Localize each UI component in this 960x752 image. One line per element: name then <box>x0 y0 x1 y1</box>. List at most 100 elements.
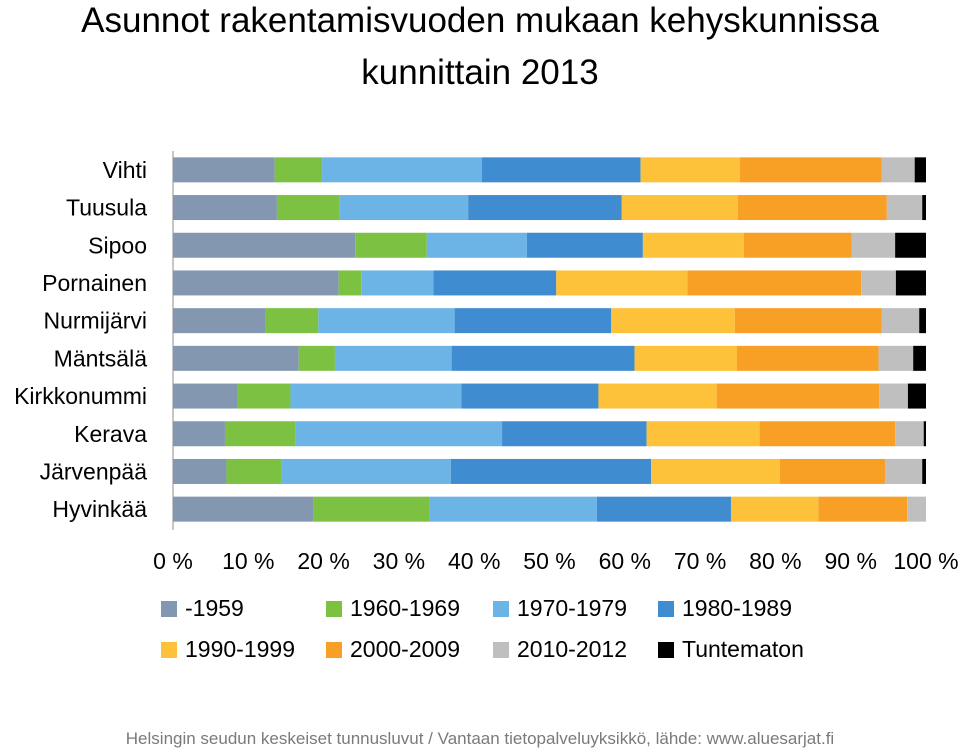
category-label: Pornainen <box>42 270 147 296</box>
legend-swatch <box>493 641 509 658</box>
bar-segment <box>895 270 926 296</box>
bar-segment <box>173 496 314 522</box>
legend-label: 1990-1999 <box>185 636 295 662</box>
x-tick-label: 90 % <box>824 548 876 574</box>
bar-segment <box>318 308 455 334</box>
x-tick-label: 10 % <box>222 548 274 574</box>
bar-segment <box>265 308 319 334</box>
bar-segment <box>173 421 225 447</box>
bar-segment <box>851 232 896 258</box>
bar-segment <box>881 157 915 183</box>
legend-item: 1990-1999 <box>161 636 295 663</box>
legend-label: 2000-2009 <box>350 636 460 662</box>
bar-segment <box>429 496 597 522</box>
bar-segment <box>611 308 735 334</box>
bar-segment <box>281 458 451 484</box>
x-tick-label: 60 % <box>599 548 651 574</box>
bar-segment <box>913 345 926 371</box>
x-tick-label: 50 % <box>523 548 575 574</box>
bar-segment <box>451 345 635 371</box>
x-tick-label: 40 % <box>448 548 500 574</box>
bar-segment <box>173 157 275 183</box>
x-tick-label: 0 % <box>153 548 193 574</box>
bar-segment <box>881 308 920 334</box>
bar-segment <box>298 345 335 371</box>
bar-segment <box>879 383 908 409</box>
bar-segment <box>743 232 852 258</box>
bar-segment <box>322 157 482 183</box>
legend-swatch <box>326 641 342 658</box>
bar-segment <box>313 496 430 522</box>
category-label: Sipoo <box>88 232 147 258</box>
bar-segment <box>736 345 879 371</box>
bar-segment <box>737 195 887 221</box>
bar-segment <box>716 383 880 409</box>
bar-segment <box>461 383 599 409</box>
bar-segment <box>734 308 882 334</box>
bar-segment <box>295 421 503 447</box>
bar-segment <box>907 383 926 409</box>
legend-swatch <box>658 641 674 658</box>
chart-title-line2: kunnittain 2013 <box>361 53 599 92</box>
legend-item: -1959 <box>161 595 244 622</box>
bar-segment <box>878 345 914 371</box>
bar-segment <box>276 195 340 221</box>
bar-segment <box>646 421 760 447</box>
bar-segment <box>173 345 299 371</box>
source-note: Helsingin seudun keskeiset tunnusluvut /… <box>125 729 835 748</box>
bar-segment <box>596 496 731 522</box>
bar-segment <box>355 232 427 258</box>
legend-label: 1960-1969 <box>350 595 460 621</box>
bar-segment <box>818 496 908 522</box>
bar-segment <box>173 458 227 484</box>
bar-segment <box>450 458 652 484</box>
x-tick-label: 80 % <box>749 548 801 574</box>
legend-label: 2010-2012 <box>517 636 627 662</box>
bar-segment <box>433 270 557 296</box>
bar-segment <box>173 383 238 409</box>
category-label: Vihti <box>103 157 147 183</box>
legend-swatch <box>493 600 509 617</box>
bar-segment <box>454 308 612 334</box>
bar-segment <box>338 270 362 296</box>
bar-segment <box>885 458 923 484</box>
legend-swatch <box>326 600 342 617</box>
bar-segment <box>481 157 641 183</box>
bar-segment <box>426 232 527 258</box>
bar-segment <box>526 232 643 258</box>
bar-segment <box>226 458 282 484</box>
bar-segment <box>237 383 291 409</box>
bar-segment <box>895 232 926 258</box>
bar-segment <box>886 195 923 221</box>
bar-segment <box>861 270 896 296</box>
bar-segment <box>173 308 266 334</box>
bar-segment <box>730 496 819 522</box>
legend-item: Tuntematon <box>658 636 804 663</box>
bar-segment <box>274 157 323 183</box>
bar-segment <box>634 345 737 371</box>
legend-item: 1980-1989 <box>658 595 792 622</box>
legend-item: 1970-1979 <box>493 595 627 622</box>
bar-segment <box>642 232 744 258</box>
x-tick-label: 20 % <box>297 548 349 574</box>
bar-segment <box>923 421 926 447</box>
bar-segment <box>502 421 647 447</box>
chart-title-line1: Asunnot rakentamisvuoden mukaan kehyskun… <box>81 1 879 40</box>
legend-item: 2000-2009 <box>326 636 460 663</box>
category-label: Nurmijärvi <box>44 308 148 334</box>
bar-segment <box>895 421 924 447</box>
legend-item: 1960-1969 <box>326 595 460 622</box>
legend-swatch <box>161 600 177 617</box>
legend-swatch <box>658 600 674 617</box>
bar-segment <box>740 157 882 183</box>
legend-swatch <box>161 641 177 658</box>
legend-label: 1980-1989 <box>682 595 792 621</box>
bar-segment <box>919 308 926 334</box>
x-tick-label: 70 % <box>674 548 726 574</box>
bar-segment <box>334 345 452 371</box>
bar-segment <box>556 270 688 296</box>
bar-segment <box>922 458 926 484</box>
bar-segment <box>339 195 469 221</box>
bar-segment <box>922 195 926 221</box>
